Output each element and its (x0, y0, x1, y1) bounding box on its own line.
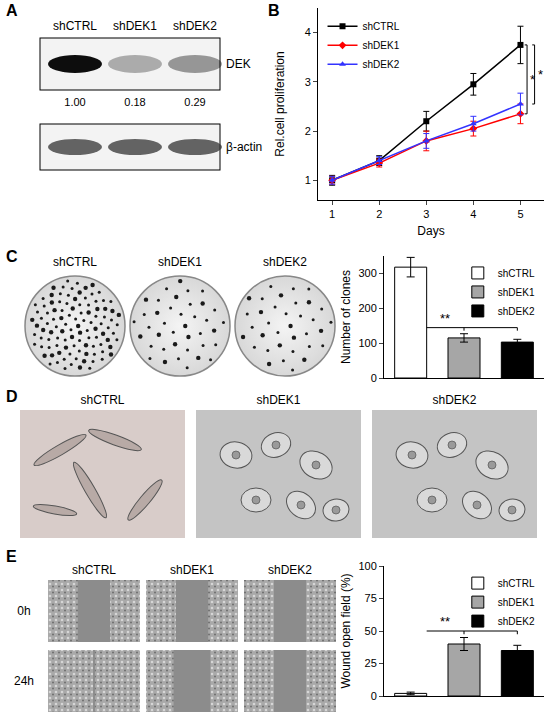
svg-text:Number of clones: Number of clones (339, 270, 353, 364)
svg-text:0.29: 0.29 (184, 96, 205, 108)
svg-text:1: 1 (329, 208, 335, 220)
svg-text:0: 0 (371, 690, 377, 702)
svg-text:2: 2 (305, 125, 311, 137)
svg-text:4: 4 (470, 208, 476, 220)
svg-text:25: 25 (365, 657, 377, 669)
svg-text:D: D (6, 388, 18, 405)
svg-text:DEK: DEK (226, 57, 251, 71)
svg-text:shDEK1: shDEK1 (113, 19, 157, 33)
svg-text:shCTRL: shCTRL (363, 21, 400, 32)
svg-text:shDEK2: shDEK2 (432, 393, 476, 407)
svg-text:**: ** (440, 311, 450, 326)
svg-text:100: 100 (358, 337, 376, 349)
svg-text:shDEK1: shDEK1 (498, 597, 535, 608)
svg-text:shCTRL: shCTRL (498, 268, 535, 279)
svg-text:shCTRL: shCTRL (72, 563, 116, 577)
svg-text:shDEK2: shDEK2 (498, 306, 535, 317)
svg-text:2: 2 (376, 208, 382, 220)
svg-text:3: 3 (423, 208, 429, 220)
svg-text:24h: 24h (14, 674, 34, 688)
svg-text:E: E (6, 548, 17, 565)
svg-text:0: 0 (371, 372, 377, 384)
svg-text:shCTRL: shCTRL (53, 19, 97, 33)
svg-text:A: A (6, 2, 18, 19)
svg-text:shDEK1: shDEK1 (256, 393, 300, 407)
svg-text:shCTRL: shCTRL (53, 255, 97, 269)
svg-text:shDEK2: shDEK2 (268, 563, 312, 577)
svg-text:shCTRL: shCTRL (80, 393, 124, 407)
svg-text:shDEK2: shDEK2 (173, 19, 217, 33)
svg-text:100: 100 (358, 560, 376, 572)
svg-text:B: B (268, 2, 280, 19)
svg-text:**: ** (440, 614, 450, 629)
svg-text:Days: Days (417, 224, 444, 238)
svg-text:300: 300 (358, 267, 376, 279)
svg-text:*: * (538, 67, 543, 82)
svg-text:shDEK2: shDEK2 (263, 255, 307, 269)
svg-text:0.18: 0.18 (124, 96, 145, 108)
svg-text:3: 3 (305, 76, 311, 88)
svg-text:shDEK1: shDEK1 (158, 255, 202, 269)
svg-text:Wound open field (%): Wound open field (%) (339, 573, 353, 688)
svg-text:*: * (530, 72, 535, 87)
svg-text:shDEK2: shDEK2 (498, 616, 535, 627)
svg-text:5: 5 (517, 208, 523, 220)
svg-text:shDEK2: shDEK2 (363, 59, 400, 70)
svg-text:200: 200 (358, 302, 376, 314)
svg-text:75: 75 (365, 592, 377, 604)
svg-text:shDEK1: shDEK1 (363, 40, 400, 51)
svg-text:β-actin: β-actin (226, 140, 262, 154)
svg-text:0h: 0h (17, 604, 30, 618)
svg-text:4: 4 (305, 26, 311, 38)
svg-text:Rel.cell proliferation: Rel.cell proliferation (273, 51, 287, 156)
svg-text:shDEK1: shDEK1 (170, 563, 214, 577)
svg-text:50: 50 (365, 625, 377, 637)
svg-text:1.00: 1.00 (64, 96, 85, 108)
svg-text:1: 1 (305, 174, 311, 186)
svg-text:C: C (6, 248, 18, 265)
svg-text:shCTRL: shCTRL (498, 578, 535, 589)
svg-text:shDEK1: shDEK1 (498, 287, 535, 298)
